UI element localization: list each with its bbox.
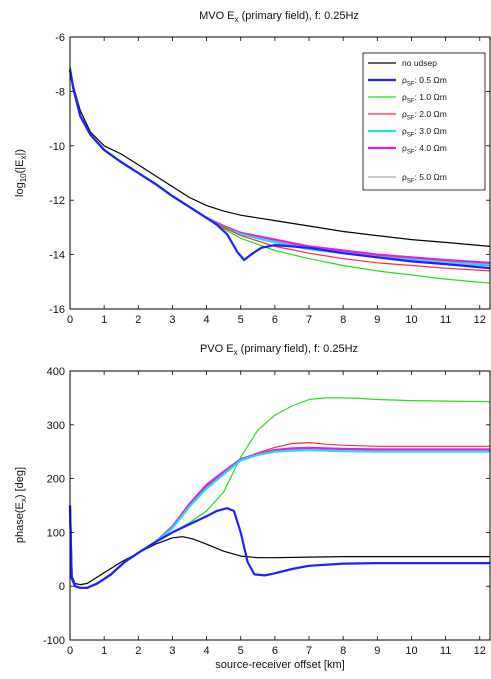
x-tick-label: 0 — [67, 314, 73, 326]
y-tick-label: 300 — [47, 420, 65, 432]
y-tick-label: -14 — [49, 250, 65, 262]
pvo-x-axis: 0 1 2 3 4 5 6 7 8 9 10 11 12 — [67, 371, 486, 657]
series-line-7 — [68, 69, 491, 270]
x-tick-label: 8 — [340, 314, 346, 326]
y-tick-label: 200 — [47, 474, 65, 486]
y-tick-label: -100 — [43, 635, 65, 647]
x-tick-label: 8 — [340, 645, 346, 657]
legend-label-2-0: ρSF: 2.0 Ωm — [402, 109, 447, 122]
mvo-x-axis: 0 1 2 3 4 5 6 7 8 9 10 11 12 — [67, 37, 486, 326]
y-tick-label: -10 — [49, 141, 65, 153]
legend-label-0-5: ρSF: 0.5 Ωm — [402, 75, 447, 88]
y-tick-label: -16 — [49, 304, 65, 316]
x-tick-label: 4 — [204, 645, 210, 657]
pvo-xlabel: source-receiver offset [km] — [215, 659, 344, 671]
legend-box — [362, 52, 486, 191]
x-tick-label: 4 — [204, 314, 210, 326]
x-tick-label: 3 — [169, 314, 175, 326]
mvo-title: MVO Ex (primary field), f: 0.25Hz — [199, 10, 359, 24]
x-tick-label: 10 — [405, 645, 417, 657]
y-tick-label: 400 — [47, 366, 65, 378]
x-tick-label: 7 — [306, 645, 312, 657]
pvo-series-group — [68, 397, 491, 589]
y-tick-label: -8 — [55, 86, 65, 98]
x-tick-label: 1 — [101, 314, 107, 326]
y-tick-label: -12 — [49, 195, 65, 207]
legend-label-1-0: ρSF: 1.0 Ωm — [402, 92, 447, 105]
legend-label-5-0: ρSF: 5.0 Ωm — [402, 172, 447, 185]
x-tick-label: 9 — [374, 645, 380, 657]
mvo-plot-frame — [69, 36, 491, 310]
x-tick-label: 2 — [135, 645, 141, 657]
x-tick-label: 2 — [135, 314, 141, 326]
y-tick-label: 100 — [47, 527, 65, 539]
pvo-y-axis: 400 300 200 100 0 -100 — [43, 366, 490, 647]
legend-label-4-0: ρSF: 4.0 Ωm — [402, 143, 447, 156]
y-tick-label: -6 — [55, 32, 65, 44]
mvo-legend: no udsep ρSF: 0.5 Ωm ρSF: 1.0 Ωm ρSF: 2.… — [362, 52, 486, 191]
x-tick-label: 3 — [169, 645, 175, 657]
x-tick-label: 5 — [238, 645, 244, 657]
x-tick-label: 6 — [272, 314, 278, 326]
x-tick-label: 9 — [374, 314, 380, 326]
x-tick-label: 0 — [67, 645, 73, 657]
x-tick-label: 12 — [474, 314, 486, 326]
pvo-title: PVO Ex (primary field), f: 0.25Hz — [200, 343, 358, 357]
series-line-1 — [69, 66, 491, 247]
pvo-ylabel: phase(Ex) [deg] — [14, 467, 28, 543]
series-line-7 — [68, 505, 490, 589]
x-tick-label: 5 — [238, 314, 244, 326]
x-tick-label: 10 — [405, 314, 417, 326]
mvo-series-group — [68, 66, 491, 284]
series-line-1 — [69, 505, 490, 586]
x-tick-label: 7 — [306, 314, 312, 326]
x-tick-label: 1 — [101, 645, 107, 657]
x-tick-label: 11 — [440, 314, 451, 326]
x-tick-label: 11 — [440, 645, 451, 657]
x-tick-label: 6 — [272, 645, 278, 657]
mvo-y-axis: -6 -8 -10 -12 -14 -16 — [49, 32, 490, 316]
x-tick-label: 12 — [474, 645, 486, 657]
legend-label-no-udsep: no udsep — [402, 58, 437, 68]
y-tick-label: 0 — [59, 581, 65, 593]
pvo-plot-frame — [69, 370, 491, 641]
legend-label-3-0: ρSF: 3.0 Ωm — [402, 126, 447, 139]
mvo-ylabel: log10(|Ex|) — [14, 149, 28, 197]
